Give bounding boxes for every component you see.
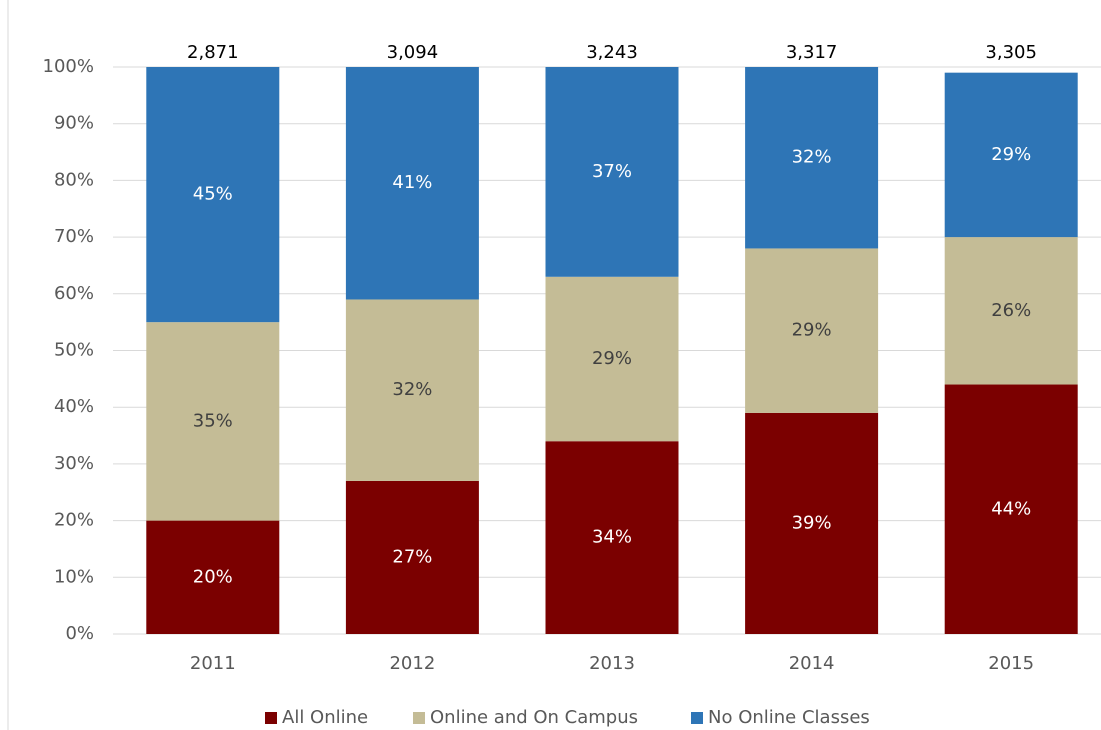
data-label: 45% xyxy=(193,184,233,205)
bar-segment xyxy=(944,237,1078,385)
x-tick-label: 2013 xyxy=(589,653,635,674)
total-label: 3,317 xyxy=(786,42,838,63)
bar-segment xyxy=(345,67,479,300)
data-label: 39% xyxy=(792,512,832,533)
data-label: 27% xyxy=(392,546,432,567)
x-tick-label: 2015 xyxy=(988,653,1034,674)
y-tick-label: 50% xyxy=(54,340,94,361)
data-label: 29% xyxy=(792,320,832,341)
y-tick-label: 80% xyxy=(54,169,94,190)
y-tick-label: 20% xyxy=(54,510,94,531)
legend-swatch xyxy=(691,712,703,724)
y-tick-label: 60% xyxy=(54,283,94,304)
y-tick-label: 30% xyxy=(54,453,94,474)
data-label: 26% xyxy=(991,300,1031,321)
bar-segment xyxy=(745,248,879,413)
total-label: 3,094 xyxy=(387,42,439,63)
data-label: 41% xyxy=(392,172,432,193)
data-label: 29% xyxy=(991,144,1031,165)
data-label: 37% xyxy=(592,161,632,182)
y-tick-label: 90% xyxy=(54,113,94,134)
bar-segment xyxy=(944,72,1078,238)
total-label: 2,871 xyxy=(187,42,239,63)
bar-segment xyxy=(745,67,879,249)
data-label: 34% xyxy=(592,527,632,548)
bar-segment xyxy=(146,67,280,323)
total-label: 3,305 xyxy=(985,42,1037,63)
y-tick-label: 10% xyxy=(54,566,94,587)
bar-segment xyxy=(545,441,679,634)
x-tick-label: 2012 xyxy=(389,653,435,674)
bar-segment xyxy=(745,412,879,634)
data-label: 44% xyxy=(991,498,1031,519)
legend-swatch xyxy=(265,712,277,724)
legend-swatch xyxy=(413,712,425,724)
legend-label: All Online xyxy=(282,707,368,728)
y-tick-label: 40% xyxy=(54,396,94,417)
y-tick-label: 100% xyxy=(43,56,94,77)
total-label: 3,243 xyxy=(586,42,638,63)
bar-segment xyxy=(545,67,679,277)
bar-segment xyxy=(146,520,280,634)
legend-label: Online and On Campus xyxy=(430,707,638,728)
legend-label: No Online Classes xyxy=(708,707,870,728)
bar-segment xyxy=(944,384,1078,634)
y-tick-label: 70% xyxy=(54,226,94,247)
y-tick-label: 0% xyxy=(65,623,94,644)
bar-segment xyxy=(146,322,280,521)
bar-segment xyxy=(345,299,479,481)
bar-segment xyxy=(545,276,679,442)
x-tick-label: 2011 xyxy=(190,653,236,674)
x-tick-label: 2014 xyxy=(789,653,835,674)
data-label: 32% xyxy=(792,147,832,168)
data-label: 29% xyxy=(592,348,632,369)
bar-segment xyxy=(345,480,479,634)
data-label: 32% xyxy=(392,379,432,400)
data-label: 20% xyxy=(193,566,233,587)
data-label: 35% xyxy=(193,410,233,431)
